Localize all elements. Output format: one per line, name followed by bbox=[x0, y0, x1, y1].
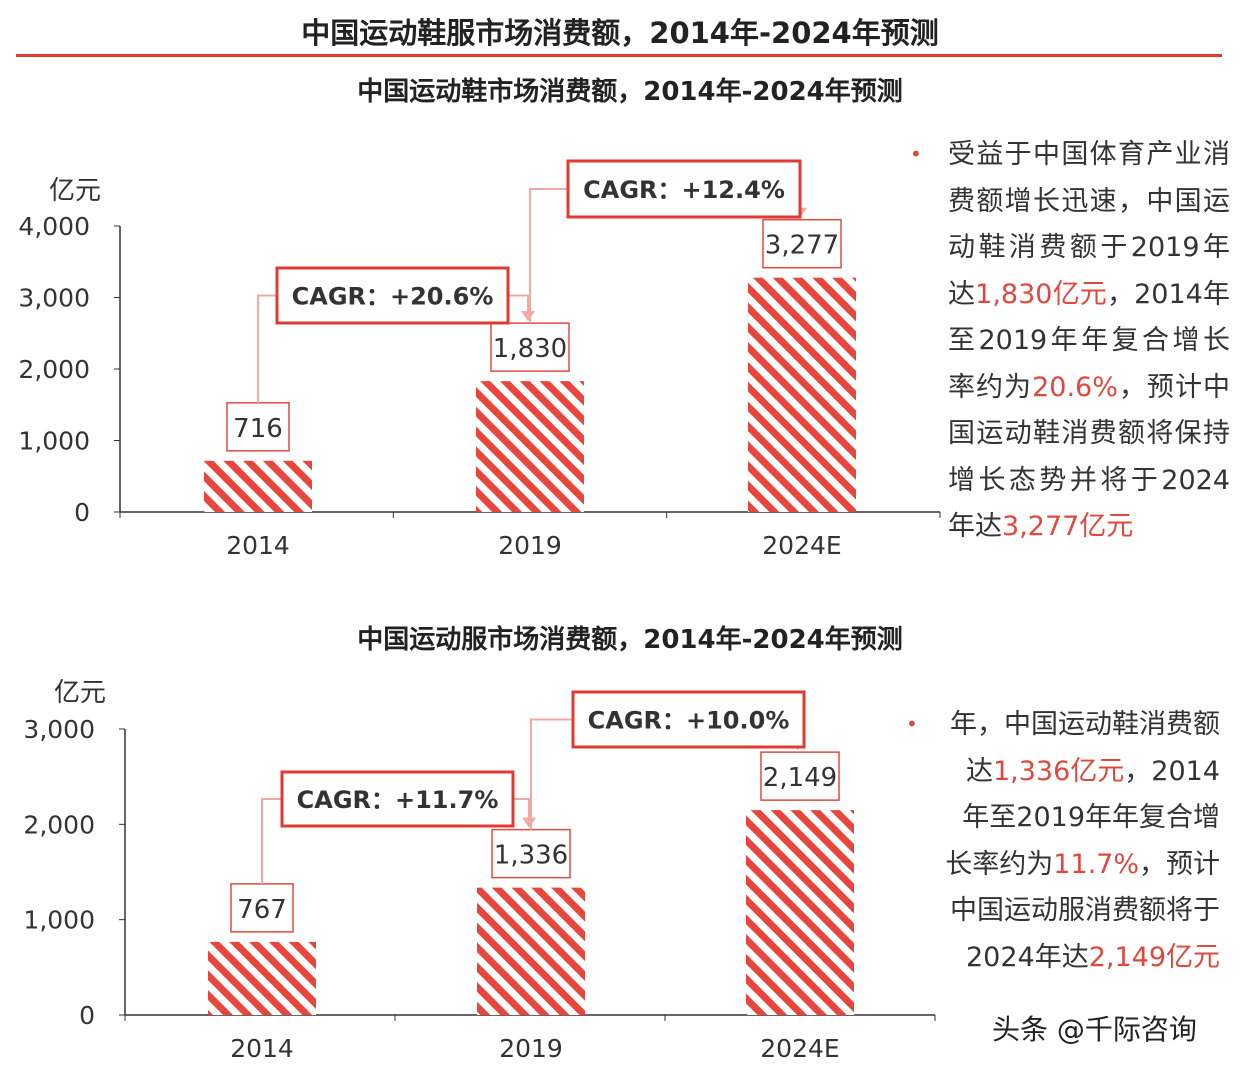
highlight-value: 11.7% bbox=[1053, 848, 1139, 880]
x-tick-label: 2019 bbox=[499, 1034, 563, 1063]
x-tick-label: 2024E bbox=[762, 531, 841, 560]
note-segment: ，预计中国运动鞋消费额将保持增长态势并将于2024年达 bbox=[948, 371, 1230, 543]
y-tick-label: 3,000 bbox=[23, 715, 95, 744]
bar bbox=[204, 460, 312, 512]
cagr-label: CAGR：+11.7% bbox=[297, 786, 499, 814]
cagr-label: CAGR：+12.4% bbox=[583, 176, 785, 204]
data-label-box bbox=[762, 218, 842, 269]
data-label: 3,277 bbox=[765, 231, 839, 261]
chart-1-y-unit: 亿元 bbox=[49, 176, 101, 206]
note-2-bullet: • bbox=[906, 712, 918, 736]
y-tick-label: 1,000 bbox=[23, 906, 95, 935]
data-label: 2,149 bbox=[763, 763, 837, 793]
chart-1-title: 中国运动鞋市场消费额，2014年-2024年预测 bbox=[357, 76, 903, 107]
y-tick-label: 0 bbox=[74, 498, 90, 527]
highlight-value: 2,149亿元 bbox=[1088, 941, 1220, 973]
cagr-box bbox=[566, 159, 802, 219]
x-tick-label: 2014 bbox=[230, 1034, 294, 1063]
bar bbox=[208, 941, 316, 1015]
data-label: 767 bbox=[237, 895, 287, 925]
cagr-connector bbox=[261, 798, 282, 884]
data-label: 1,336 bbox=[494, 841, 568, 871]
bar bbox=[476, 381, 584, 512]
highlight-value: 3,277亿元 bbox=[1002, 511, 1134, 542]
note-1-text: 受益于中国体育产业消费额增长迅速，中国运动鞋消费额于2019年达1,830亿元，… bbox=[948, 132, 1230, 551]
cagr-box bbox=[275, 266, 510, 325]
bar bbox=[746, 810, 854, 1015]
cagr-connector bbox=[257, 294, 277, 403]
highlight-value: 1,336亿元 bbox=[992, 755, 1125, 787]
y-tick-label: 2,000 bbox=[23, 810, 95, 839]
note-segment: ，2014年至2019年年复合增长率约为 bbox=[945, 755, 1220, 880]
highlight-value: 1,830亿元 bbox=[975, 278, 1107, 310]
y-tick-label: 3,000 bbox=[18, 284, 90, 313]
y-tick-label: 2,000 bbox=[18, 355, 90, 384]
chart-2-title: 中国运动服市场消费额，2014年-2024年预测 bbox=[357, 624, 903, 655]
x-tick-label: 2019 bbox=[498, 531, 562, 560]
note-segment: 受益于中国体育产业消费额增长迅速，中国运动鞋消费额于2019年达 bbox=[948, 139, 1230, 310]
cagr-label: CAGR：+10.0% bbox=[588, 707, 790, 735]
note-segment: 年，中国运动鞋消费额达 bbox=[950, 709, 1220, 787]
cagr-box bbox=[571, 690, 806, 749]
data-label-box bbox=[490, 322, 570, 372]
data-label: 716 bbox=[233, 414, 283, 444]
data-label-box bbox=[230, 883, 294, 933]
cagr-connector bbox=[530, 718, 573, 830]
chart-2-y-unit: 亿元 bbox=[54, 678, 106, 708]
cagr-label: CAGR：+20.6% bbox=[292, 283, 494, 311]
arrow-head-icon bbox=[522, 817, 536, 828]
y-tick-label: 4,000 bbox=[18, 212, 90, 241]
highlight-value: 20.6% bbox=[1032, 371, 1118, 403]
data-label-box bbox=[491, 828, 571, 879]
main-title: 中国运动鞋服市场消费额，2014年-2024年预测 bbox=[301, 16, 939, 50]
x-tick-label: 2014 bbox=[226, 531, 290, 560]
watermark: 头条 @千际咨询 bbox=[992, 1013, 1197, 1046]
data-label: 1,830 bbox=[493, 334, 567, 364]
note-2-text: 年，中国运动鞋消费额达1,336亿元，2014年至2019年年复合增长率约为11… bbox=[944, 702, 1220, 981]
cagr-arrow bbox=[513, 798, 530, 824]
note-segment: ，2014年至2019年年复合增长率约为 bbox=[948, 278, 1231, 403]
y-tick-label: 1,000 bbox=[18, 427, 90, 456]
data-label-box bbox=[760, 751, 840, 801]
bar bbox=[477, 887, 585, 1015]
bar bbox=[748, 277, 856, 512]
cagr-box bbox=[280, 770, 515, 828]
cagr-arrow bbox=[508, 294, 529, 318]
note-segment: ，预计中国运动服消费额将于2024年达 bbox=[950, 848, 1220, 973]
cagr-connector bbox=[529, 188, 568, 324]
x-tick-label: 2024E bbox=[760, 1034, 839, 1063]
arrow-head-icon bbox=[521, 311, 535, 322]
data-label-box bbox=[226, 402, 290, 452]
y-tick-label: 0 bbox=[79, 1001, 95, 1030]
note-1-bullet: • bbox=[910, 142, 922, 166]
title-divider bbox=[16, 54, 1222, 57]
